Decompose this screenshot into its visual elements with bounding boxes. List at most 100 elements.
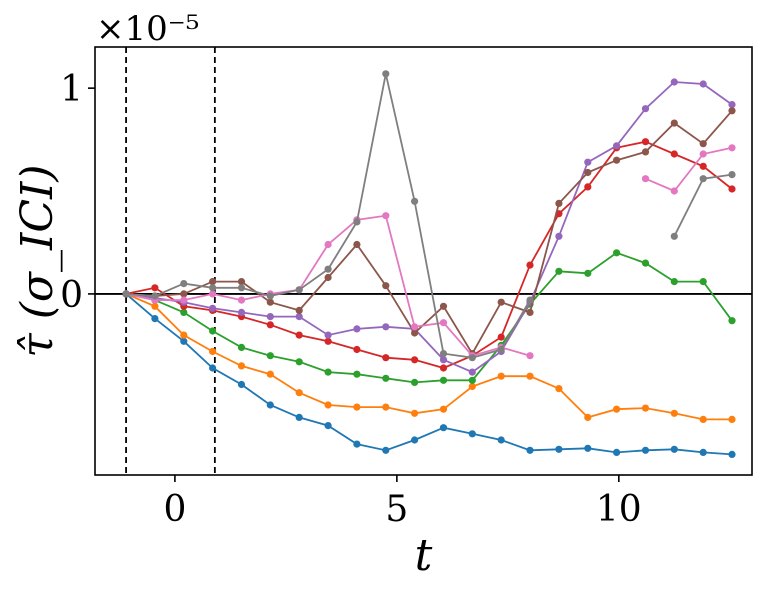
series-2-point [411,409,419,417]
series-3-point [411,378,419,386]
series-5-point [266,313,274,321]
series-6-point [613,156,621,164]
series-5 [122,78,736,376]
series-3-point [439,376,448,384]
series-6-point [382,282,390,290]
series-8-point [411,197,419,205]
series-7-point [670,187,678,195]
series-6-point [641,148,650,156]
series-7-point [411,323,419,331]
series-5-point [728,101,736,109]
series-3-point [209,327,217,335]
series-6-point [266,298,274,306]
series-5-point [555,232,563,240]
series-8-point [526,296,534,304]
series-5-line [125,81,733,374]
series-7-point [382,212,390,220]
series-1-point [670,445,678,453]
series-8-point [699,175,707,183]
series-4-point [324,337,332,345]
series-3-point [295,358,303,366]
series-6-point [555,199,563,207]
series-4-point [728,185,736,193]
series-7-point [641,175,650,183]
y-multiplier-label: ×10⁻⁵ [96,9,199,49]
x-tick-label: 5 [385,489,408,530]
series-2-point [266,370,274,378]
series-2-point [613,405,621,413]
series-2-point [180,331,188,339]
series-1-point [237,380,246,389]
series-8-point [237,284,246,292]
series-3-point [699,278,707,286]
series-6-point [699,140,707,148]
series-6-point [353,240,361,249]
series-6-point [411,329,419,337]
series-6-point [584,168,592,177]
series-2-point [641,404,650,412]
series-6-point [209,278,217,286]
series-2-point [382,403,390,411]
series-6-point [180,290,188,298]
series-2-line [125,293,732,421]
series-3-point [353,370,361,378]
series-1-point [728,450,736,458]
series-5-point [209,304,217,312]
series-6-point [295,306,303,314]
series-8-point [151,292,159,300]
series-1-point [209,364,217,372]
series-4-point [526,261,534,269]
series-2-point [555,385,563,393]
series-8-point [728,171,736,179]
y-tick-label: 1 [60,69,83,110]
series-5-point [353,325,361,333]
series-8-point [324,265,332,273]
series-1-point [497,436,505,444]
series-1-point [295,413,303,421]
y-axis-label: τ̂ (σ_ICI) [12,164,63,357]
series-2-point [468,382,476,391]
series-8 [122,70,736,362]
series-4-point [353,345,361,354]
series-7-line [645,146,733,193]
series-2-point [353,403,361,411]
series-2-point [209,347,217,356]
series-3-point [180,308,188,316]
series-8-point [497,345,505,354]
series-2 [122,290,736,423]
series-6-point [439,302,448,310]
series-5-point [670,78,678,86]
series-3-point [266,352,274,360]
series-3-line [125,251,733,384]
series-1-point [151,315,159,323]
series-4 [122,138,736,372]
plot-area [95,47,752,475]
series-8-point [382,70,390,78]
series-5-point [699,80,707,88]
series-7-point [728,144,736,152]
series-5-point [382,323,390,331]
series-5-point [439,356,448,364]
series-8-line [673,173,733,237]
series-1-point [353,440,361,448]
series-4-point [151,284,159,292]
series-7-point [439,319,448,327]
series-6-line [126,110,733,356]
series-5-point [324,331,332,339]
series-4-point [382,354,390,362]
series-5-point [641,105,650,113]
series-3-point [324,368,332,376]
series-8-point [122,290,130,298]
series-3-point [728,317,736,325]
series-1-point [439,424,448,432]
series-6-point [526,308,534,316]
series-2-point [151,302,159,310]
plot-frame [94,46,753,476]
series-7-point [237,296,246,304]
series-2-point [237,362,246,370]
series-4-point [641,138,650,146]
series-1-point [641,446,650,454]
series-8-point [670,232,678,240]
